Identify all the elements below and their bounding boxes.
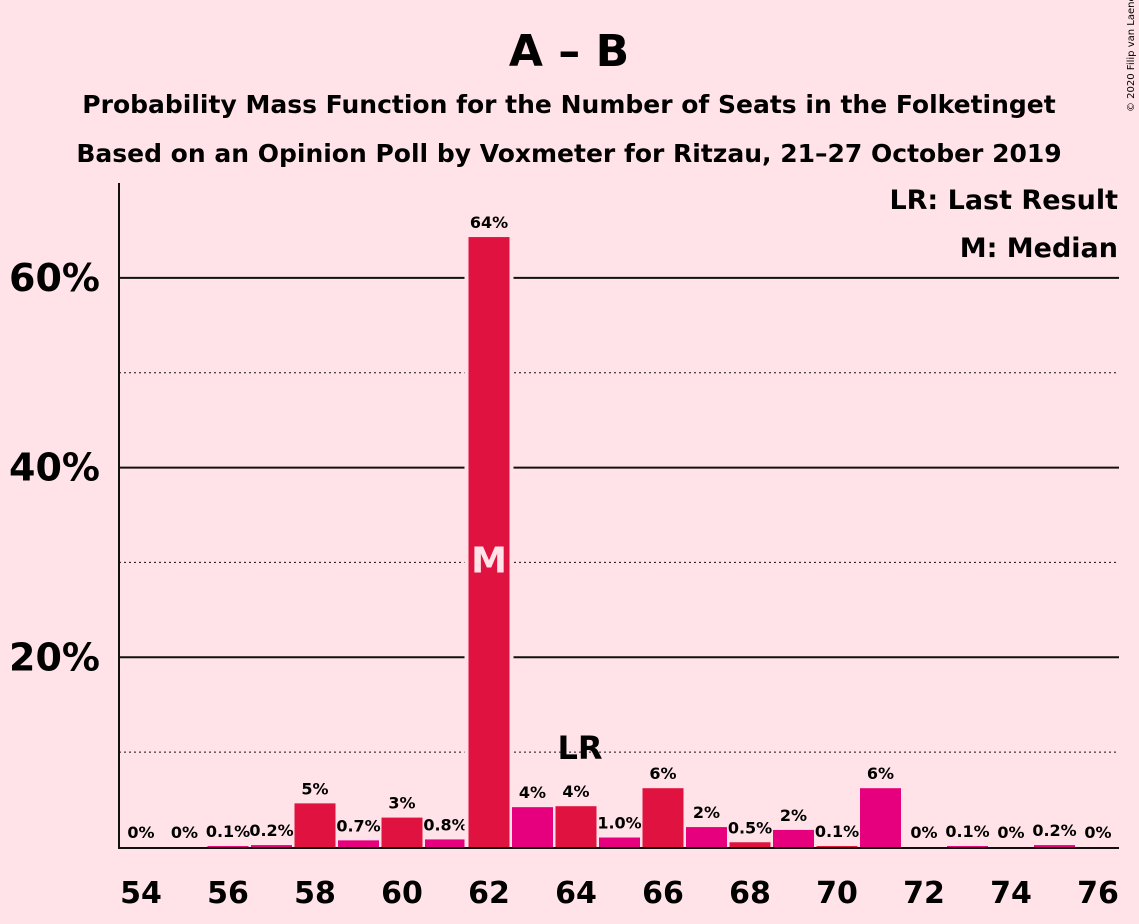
x-tick-label-58: 58	[294, 876, 336, 911]
bar-62	[468, 237, 510, 847]
data-label-54: 0%	[127, 823, 154, 842]
legend-median: M: Median	[960, 233, 1118, 264]
bar-68	[729, 842, 771, 847]
x-tick-label-60: 60	[381, 876, 423, 911]
data-label-62: 64%	[470, 213, 508, 232]
data-label-65: 1.0%	[597, 814, 641, 833]
data-label-61: 0.8%	[423, 815, 467, 834]
data-label-71: 6%	[867, 764, 894, 783]
bar-73	[947, 846, 988, 847]
data-label-67: 2%	[693, 803, 720, 822]
grid-lines	[119, 276, 1119, 753]
x-tick-label-74: 74	[990, 876, 1032, 911]
bar-60	[381, 817, 423, 847]
data-label-59: 0.7%	[336, 816, 380, 835]
data-label-66: 6%	[649, 764, 676, 783]
bar-65	[599, 837, 640, 847]
x-tick-label-64: 64	[555, 876, 597, 911]
data-label-69: 2%	[780, 806, 807, 825]
data-label-58: 5%	[301, 779, 328, 798]
copyright-notice: © 2020 Filip van Laenen	[1126, 0, 1137, 112]
x-tick-label-62: 62	[468, 876, 510, 911]
y-tick-label-2: 60%	[9, 256, 100, 300]
data-label-73: 0.1%	[945, 822, 989, 841]
data-label-72: 0%	[910, 823, 937, 842]
bar-56	[207, 846, 249, 847]
y-tick-label-0: 20%	[9, 635, 100, 679]
bar-63	[512, 807, 553, 847]
bar-66	[642, 788, 684, 847]
x-tick-labels: 54 56 58 60 62 64 66 68 70 72 74 76	[120, 876, 1119, 911]
y-tick-label-1: 40%	[9, 446, 100, 490]
data-label-64: 4%	[562, 782, 589, 801]
data-label-75: 0.2%	[1032, 821, 1076, 840]
bar-67	[686, 827, 727, 847]
bar-64	[555, 806, 597, 847]
data-label-57: 0.2%	[249, 821, 293, 840]
chart-title: A – B	[509, 26, 629, 77]
bars: 0% 0% 0.1% 0.2%5%0.7%3%0.8%64%M4% 4%LR1.0%6%…	[127, 213, 1112, 847]
bar-57	[251, 845, 292, 847]
bar-61	[425, 839, 466, 847]
data-label-63: 4%	[519, 783, 546, 802]
data-label-56: 0.1%	[206, 822, 250, 841]
x-tick-label-68: 68	[729, 876, 771, 911]
data-label-60: 3%	[388, 794, 415, 813]
data-label-74: 0%	[997, 823, 1024, 842]
bar-75	[1034, 845, 1075, 847]
data-label-76: 0%	[1084, 823, 1111, 842]
legend-last-result: LR: Last Result	[889, 185, 1118, 216]
bar-59	[338, 840, 379, 847]
x-tick-label-72: 72	[903, 876, 945, 911]
bar-71	[860, 788, 901, 847]
median-marker: M	[471, 540, 507, 581]
chart-subtitle-2: Based on an Opinion Poll by Voxmeter for…	[76, 139, 1061, 168]
data-label-55: 0%	[171, 823, 198, 842]
bar-58	[294, 803, 336, 847]
x-tick-label-76: 76	[1077, 876, 1119, 911]
chart-subtitle-1: Probability Mass Function for the Number…	[82, 90, 1055, 119]
x-tick-label-54: 54	[120, 876, 162, 911]
last-result-marker: LR	[557, 729, 602, 767]
data-label-68: 0.5%	[728, 818, 772, 837]
bar-70	[816, 846, 858, 847]
x-tick-label-70: 70	[816, 876, 858, 911]
x-tick-label-56: 56	[207, 876, 249, 911]
bar-69	[773, 829, 814, 847]
x-tick-label-66: 66	[642, 876, 684, 911]
data-label-70: 0.1%	[815, 822, 859, 841]
y-tick-labels: 20% 40% 60%	[9, 256, 100, 679]
